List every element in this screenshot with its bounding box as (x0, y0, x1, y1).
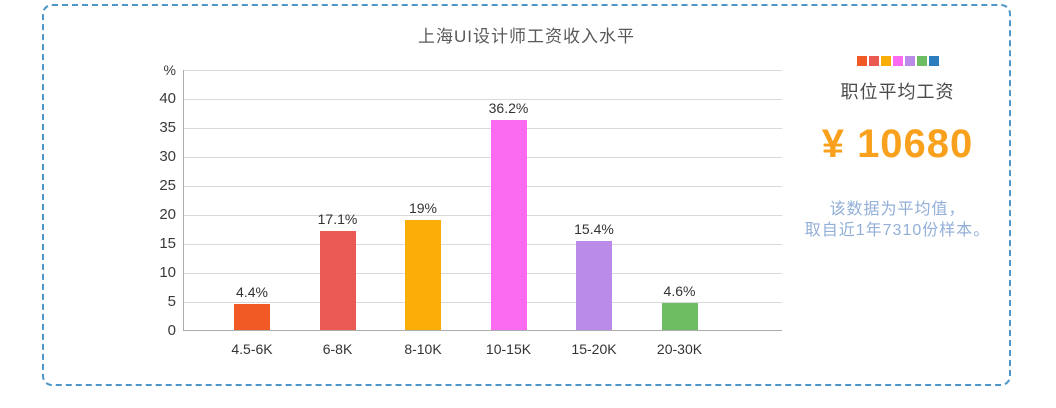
x-axis-label: 20-30K (656, 341, 703, 357)
bar-value-label: 15.4% (574, 220, 614, 237)
sample-note: 该数据为平均值， 取自近1年7310份样本。 (800, 199, 995, 241)
x-axis-label: 8-10K (404, 341, 442, 357)
summary-panel: 职位平均工资 ¥ 10680 该数据为平均值， 取自近1年7310份样本。 (800, 56, 995, 241)
bar (234, 304, 270, 330)
bar (576, 240, 612, 330)
y-tick-label: 10 (159, 264, 176, 281)
color-swatch-row (800, 56, 995, 66)
bar-value-label: 19% (408, 199, 438, 216)
y-axis-labels: 0 5 10 15 20 25 30 35 40 (128, 70, 176, 339)
color-swatch (916, 56, 927, 66)
color-swatch (880, 56, 891, 66)
sample-note-line-1: 该数据为平均值， (829, 201, 966, 218)
gridline (184, 157, 782, 158)
gridline (184, 302, 782, 303)
y-tick-label: 5 (167, 293, 176, 310)
average-salary-amount: ¥ 10680 (821, 122, 974, 166)
average-salary-label: 职位平均工资 (840, 82, 955, 102)
color-swatch (928, 56, 939, 66)
gridline (184, 99, 782, 100)
x-axis-label: 15-20K (571, 341, 617, 357)
bar-value-label: 4.6% (663, 283, 696, 300)
bar-value-label: 36.2% (488, 100, 529, 117)
bar (661, 303, 698, 330)
y-tick-label: 35 (159, 119, 176, 136)
y-tick-label: 20 (159, 206, 176, 223)
gridline (184, 186, 782, 187)
bar (490, 120, 527, 330)
y-tick-label: 0 (167, 322, 176, 339)
y-tick-label: 30 (159, 148, 176, 165)
gridline (184, 244, 782, 245)
y-tick-label: 40 (159, 90, 176, 107)
sample-note-line-2: 取自近1年7310份样本。 (804, 222, 991, 239)
y-axis-unit-label: % (163, 62, 176, 78)
color-swatch (892, 56, 903, 66)
color-swatch (868, 56, 879, 66)
y-tick-label: 15 (159, 235, 176, 252)
bar (319, 230, 356, 330)
x-axis-label: 6-8K (322, 341, 353, 357)
bar-value-label: 17.1% (317, 210, 358, 227)
plot-area: 4.4% 4.5-6K 17.1% 6-8K 19% 8-10K 36.2% 10-15K 15… (183, 70, 782, 357)
gridline (184, 273, 782, 274)
color-swatch (856, 56, 867, 66)
chart-title: 上海UI设计师工资收入水平 (418, 27, 635, 46)
bar-value-label: 4.4% (236, 284, 268, 301)
gridline (184, 128, 782, 129)
bar (405, 219, 441, 330)
color-swatch (904, 56, 915, 66)
gridline (184, 70, 782, 71)
x-axis-label: 10-15K (485, 341, 532, 357)
gridline (184, 215, 782, 216)
y-tick-label: 25 (159, 177, 176, 194)
x-axis-label: 4.5-6K (231, 341, 273, 357)
dashed-border-frame (42, 4, 1011, 386)
